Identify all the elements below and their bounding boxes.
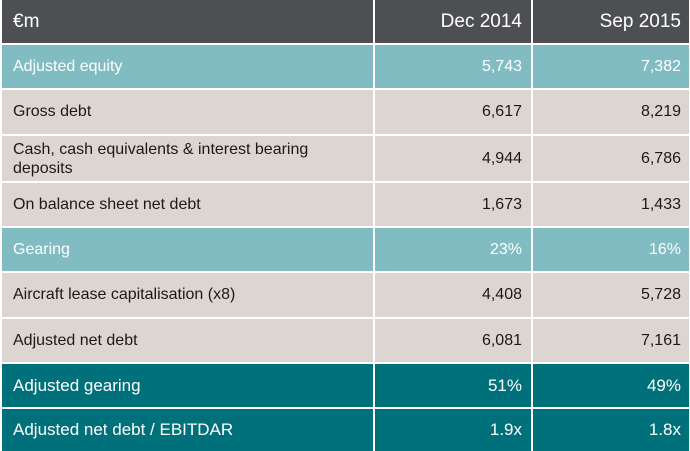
row-label: Adjusted net debt / EBITDAR <box>2 409 373 451</box>
row-value-sep-2015: 5,728 <box>533 273 689 317</box>
table-row: Adjusted gearing 51% 49% <box>0 364 690 407</box>
row-value-sep-2015: 49% <box>533 364 689 407</box>
row-label: Gearing <box>2 228 373 271</box>
row-value-dec-2014: 6,617 <box>375 90 531 134</box>
row-value-dec-2014: 6,081 <box>375 319 531 362</box>
row-value-dec-2014: 51% <box>375 364 531 407</box>
table-row: Adjusted net debt 6,081 7,161 <box>0 319 690 362</box>
row-label: On balance sheet net debt <box>2 183 373 226</box>
header-unit-label: €m <box>2 0 373 43</box>
table-row: Aircraft lease capitalisation (x8) 4,408… <box>0 273 690 317</box>
row-value-dec-2014: 4,944 <box>375 136 531 181</box>
row-label: Aircraft lease capitalisation (x8) <box>2 273 373 317</box>
row-label-text: Cash, cash equivalents & interest bearin… <box>13 140 309 177</box>
row-value-dec-2014: 23% <box>375 228 531 271</box>
table-row: Adjusted net debt / EBITDAR 1.9x 1.8x <box>0 409 690 451</box>
table-row: Gross debt 6,617 8,219 <box>0 90 690 134</box>
row-label: Adjusted gearing <box>2 364 373 407</box>
row-label: Adjusted equity <box>2 45 373 88</box>
table-row: On balance sheet net debt 1,673 1,433 <box>0 183 690 226</box>
table-row: Gearing 23% 16% <box>0 228 690 271</box>
row-value-dec-2014: 4,408 <box>375 273 531 317</box>
header-dec-2014: Dec 2014 <box>375 0 531 43</box>
row-value-dec-2014: 1,673 <box>375 183 531 226</box>
header-sep-2015: Sep 2015 <box>533 0 689 43</box>
row-value-sep-2015: 16% <box>533 228 689 271</box>
row-value-sep-2015: 8,219 <box>533 90 689 134</box>
row-value-sep-2015: 1,433 <box>533 183 689 226</box>
row-value-sep-2015: 7,382 <box>533 45 689 88</box>
row-label: Cash, cash equivalents & interest bearin… <box>2 136 373 181</box>
table-row: Adjusted equity 5,743 7,382 <box>0 45 690 88</box>
row-value-sep-2015: 1.8x <box>533 409 689 451</box>
row-value-dec-2014: 1.9x <box>375 409 531 451</box>
table-row: Cash, cash equivalents & interest bearin… <box>0 136 690 181</box>
row-label: Adjusted net debt <box>2 319 373 362</box>
row-label: Gross debt <box>2 90 373 134</box>
row-value-dec-2014: 5,743 <box>375 45 531 88</box>
row-value-sep-2015: 7,161 <box>533 319 689 362</box>
row-value-sep-2015: 6,786 <box>533 136 689 181</box>
table-header-row: €m Dec 2014 Sep 2015 <box>0 0 690 43</box>
